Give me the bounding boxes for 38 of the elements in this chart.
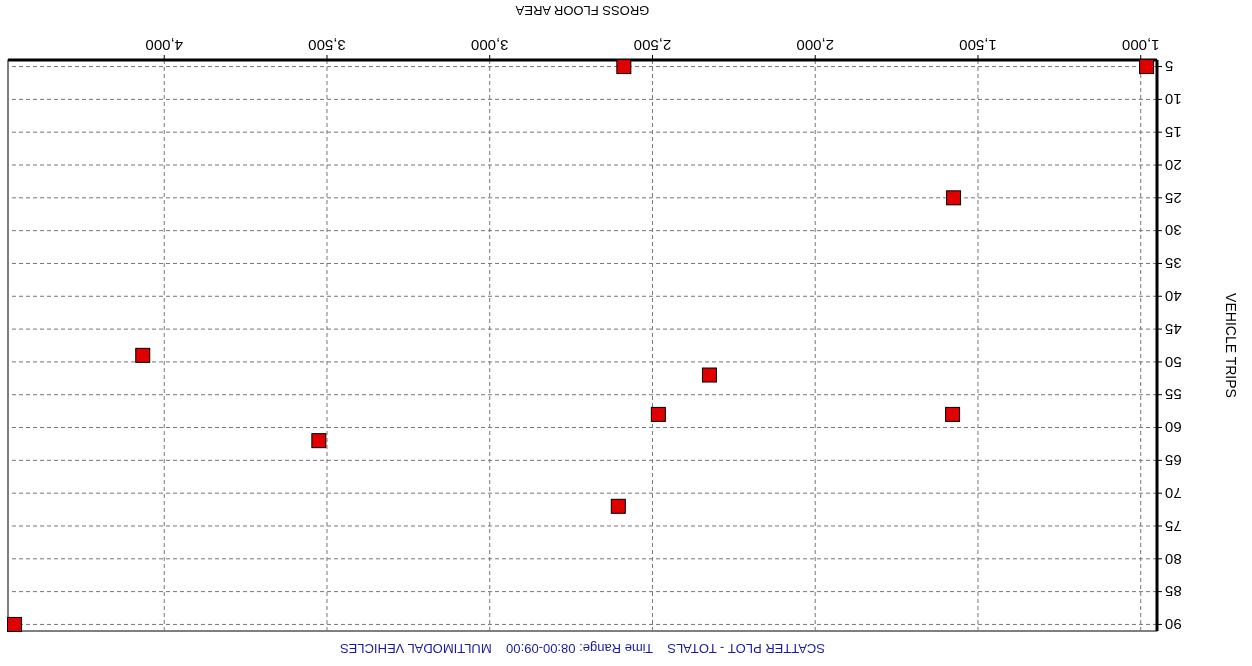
x-tick-label: 4,000 (145, 37, 184, 54)
y-tick-label: 75 (1165, 517, 1182, 535)
y-tick-label: 20 (1165, 156, 1182, 174)
point (610, 498, 626, 514)
y-tick-label: 40 (1165, 288, 1182, 306)
x-tick-label: 3,000 (470, 37, 509, 54)
y-tick-label: 80 (1165, 550, 1182, 568)
point (135, 347, 151, 363)
x-tick-label: 2,500 (633, 37, 672, 54)
y-tick-label: 70 (1165, 484, 1182, 502)
y-tick-label: 50 (1165, 353, 1182, 371)
y-tick-label: 25 (1165, 189, 1182, 207)
y-tick-label: 5 (1165, 58, 1174, 76)
x-tick-label: 2,000 (796, 37, 834, 54)
point (1139, 59, 1155, 75)
x-tick-label: 1,000 (1121, 37, 1160, 54)
point (701, 367, 717, 383)
y-tick-label: 35 (1165, 255, 1182, 273)
y-tick-label: 85 (1165, 583, 1182, 601)
point (946, 190, 962, 206)
point (311, 433, 327, 449)
point (616, 59, 632, 75)
x-axis-title: GROSS FLOOR AREA (515, 3, 650, 18)
point (945, 406, 961, 422)
y-axis-title: VEHICLE TRIPS (1223, 293, 1239, 398)
y-tick-label: 60 (1165, 419, 1182, 437)
y-tick-label: 55 (1165, 386, 1182, 404)
y-tick-label: 30 (1165, 222, 1182, 240)
y-tick-label: 90 (1165, 616, 1182, 634)
x-tick-label: 3,500 (308, 37, 346, 54)
x-tick-label: 1,500 (959, 37, 997, 54)
y-tick-label: 10 (1165, 91, 1182, 109)
y-tick-label: 15 (1165, 123, 1182, 141)
point (7, 616, 23, 632)
y-tick-label: 65 (1165, 452, 1182, 470)
y-tick-label: 45 (1165, 320, 1182, 338)
point (650, 406, 666, 422)
text: SCATTER PLOT - TOTALS Time Range: 08:00-09:00 MULTIMODAL VEHICLES (339, 641, 826, 656)
